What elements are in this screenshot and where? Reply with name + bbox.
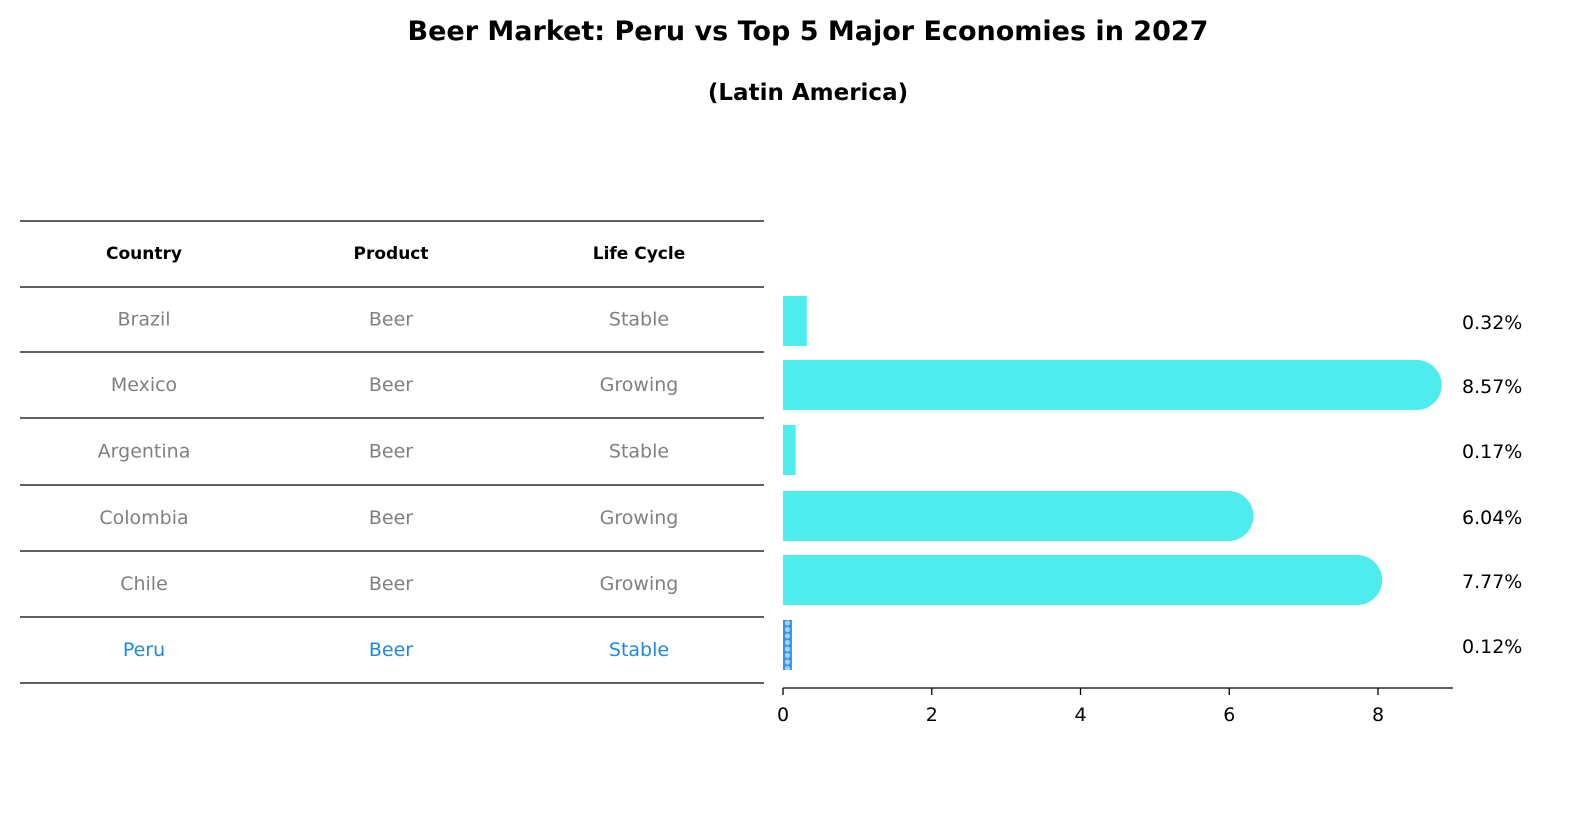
table-cell: Beer (369, 374, 413, 396)
table-cell: Beer (369, 309, 413, 331)
table-cell: Chile (120, 573, 168, 595)
x-tick-label: 6 (1223, 704, 1235, 726)
bar-value-label: 7.77% (1462, 571, 1522, 593)
bar-peru (783, 620, 792, 672)
table-header-life-cycle: Life Cycle (593, 244, 686, 264)
bar-value-label: 0.17% (1462, 441, 1522, 463)
bar-argentina (783, 425, 796, 475)
bar-chart: 0.32% 8.57% 0.17% 6.04% 7.77% 0.12% 0 2 4 6 8 (777, 296, 1522, 726)
table-cell: Peru (123, 639, 165, 661)
bar-chile (783, 555, 1383, 605)
table-cell: Beer (369, 639, 413, 661)
table-cell: Stable (609, 441, 669, 463)
table-cell: Mexico (111, 374, 177, 396)
bar-value-label: 0.12% (1462, 636, 1522, 658)
table-header-country: Country (106, 244, 182, 264)
table-header-product: Product (354, 244, 429, 264)
bar-brazil (783, 296, 807, 346)
bar-colombia (783, 491, 1254, 541)
table-cell: Growing (600, 573, 679, 595)
bar-mexico (783, 360, 1442, 410)
bar-value-label: 6.04% (1462, 507, 1522, 529)
table-cell: Colombia (99, 507, 188, 529)
table-cell: Argentina (98, 441, 191, 463)
table-cell: Beer (369, 441, 413, 463)
table-cell: Growing (600, 507, 679, 529)
chart-title: Beer Market: Peru vs Top 5 Major Economi… (407, 16, 1209, 47)
table-cell: Stable (609, 309, 669, 331)
bar-value-label: 0.32% (1462, 312, 1522, 334)
table-cell: Stable (609, 639, 669, 661)
chart-subtitle: (Latin America) (707, 80, 909, 106)
x-tick-label: 2 (926, 704, 938, 726)
x-tick-label: 0 (777, 704, 789, 726)
x-tick-label: 4 (1074, 704, 1086, 726)
table-cell: Growing (600, 374, 679, 396)
bar-value-label: 8.57% (1462, 376, 1522, 398)
x-tick-label: 8 (1372, 704, 1384, 726)
data-table: Country Product Life Cycle Brazil Beer Stable… (20, 220, 764, 684)
table-cell: Beer (369, 507, 413, 529)
table-cell: Beer (369, 573, 413, 595)
table-cell: Brazil (117, 309, 170, 331)
